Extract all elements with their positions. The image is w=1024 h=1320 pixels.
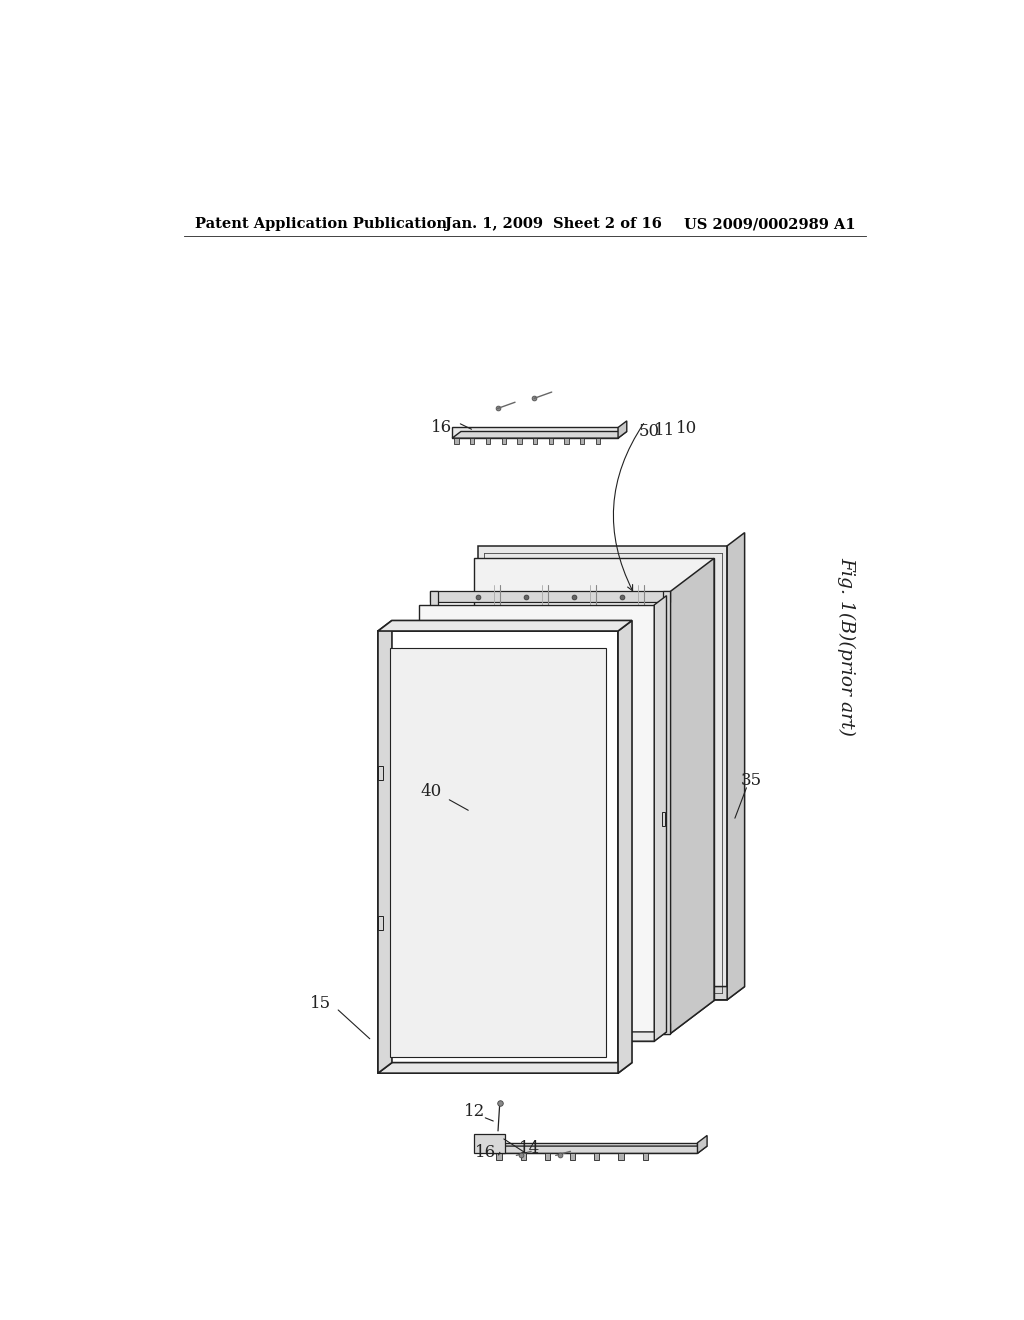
Polygon shape bbox=[497, 1154, 502, 1160]
Polygon shape bbox=[727, 533, 744, 999]
Polygon shape bbox=[453, 432, 627, 438]
Polygon shape bbox=[378, 620, 632, 631]
Polygon shape bbox=[580, 438, 585, 444]
Polygon shape bbox=[618, 620, 632, 1073]
Text: 14: 14 bbox=[519, 1139, 541, 1156]
Polygon shape bbox=[671, 558, 714, 1034]
Polygon shape bbox=[545, 1154, 550, 1160]
Text: 40: 40 bbox=[421, 783, 441, 800]
Polygon shape bbox=[663, 591, 671, 1034]
Polygon shape bbox=[697, 1135, 708, 1154]
Polygon shape bbox=[569, 1154, 574, 1160]
Polygon shape bbox=[474, 1134, 505, 1154]
Polygon shape bbox=[378, 916, 383, 931]
Polygon shape bbox=[596, 438, 600, 444]
Polygon shape bbox=[430, 591, 671, 602]
Polygon shape bbox=[390, 648, 606, 1056]
Polygon shape bbox=[517, 438, 521, 444]
Text: 50: 50 bbox=[639, 422, 659, 440]
Polygon shape bbox=[618, 421, 627, 438]
Text: 16: 16 bbox=[431, 420, 453, 436]
Polygon shape bbox=[662, 812, 666, 826]
Polygon shape bbox=[564, 438, 568, 444]
Polygon shape bbox=[378, 631, 618, 1073]
Polygon shape bbox=[378, 1063, 632, 1073]
Polygon shape bbox=[521, 1154, 526, 1160]
Polygon shape bbox=[493, 1146, 708, 1154]
Text: Patent Application Publication: Patent Application Publication bbox=[196, 218, 447, 231]
Polygon shape bbox=[378, 620, 392, 1073]
Text: 10: 10 bbox=[676, 420, 697, 437]
Polygon shape bbox=[485, 438, 490, 444]
Polygon shape bbox=[378, 766, 383, 780]
Polygon shape bbox=[430, 1001, 714, 1034]
Text: Jan. 1, 2009: Jan. 1, 2009 bbox=[445, 218, 544, 231]
Polygon shape bbox=[470, 438, 474, 444]
Polygon shape bbox=[453, 428, 618, 438]
Text: Fig. 1(B)(prior art): Fig. 1(B)(prior art) bbox=[837, 557, 855, 735]
Polygon shape bbox=[618, 1154, 624, 1160]
Polygon shape bbox=[493, 1143, 697, 1154]
Text: 16: 16 bbox=[475, 1144, 496, 1160]
Polygon shape bbox=[594, 1154, 599, 1160]
Text: US 2009/0002989 A1: US 2009/0002989 A1 bbox=[684, 218, 855, 231]
Polygon shape bbox=[430, 1023, 671, 1034]
Polygon shape bbox=[643, 1154, 648, 1160]
Polygon shape bbox=[549, 438, 553, 444]
Text: 15: 15 bbox=[309, 994, 331, 1011]
Polygon shape bbox=[532, 438, 538, 444]
Polygon shape bbox=[478, 546, 727, 999]
Polygon shape bbox=[654, 595, 667, 1041]
Polygon shape bbox=[419, 1032, 667, 1041]
Text: Sheet 2 of 16: Sheet 2 of 16 bbox=[553, 218, 662, 231]
Polygon shape bbox=[419, 605, 654, 1041]
Text: 11: 11 bbox=[654, 422, 675, 438]
Text: 12: 12 bbox=[464, 1104, 485, 1121]
Polygon shape bbox=[474, 558, 714, 1001]
Polygon shape bbox=[478, 986, 744, 999]
Polygon shape bbox=[430, 591, 438, 1034]
Polygon shape bbox=[455, 438, 459, 444]
Text: 35: 35 bbox=[740, 772, 762, 788]
Polygon shape bbox=[502, 438, 506, 444]
